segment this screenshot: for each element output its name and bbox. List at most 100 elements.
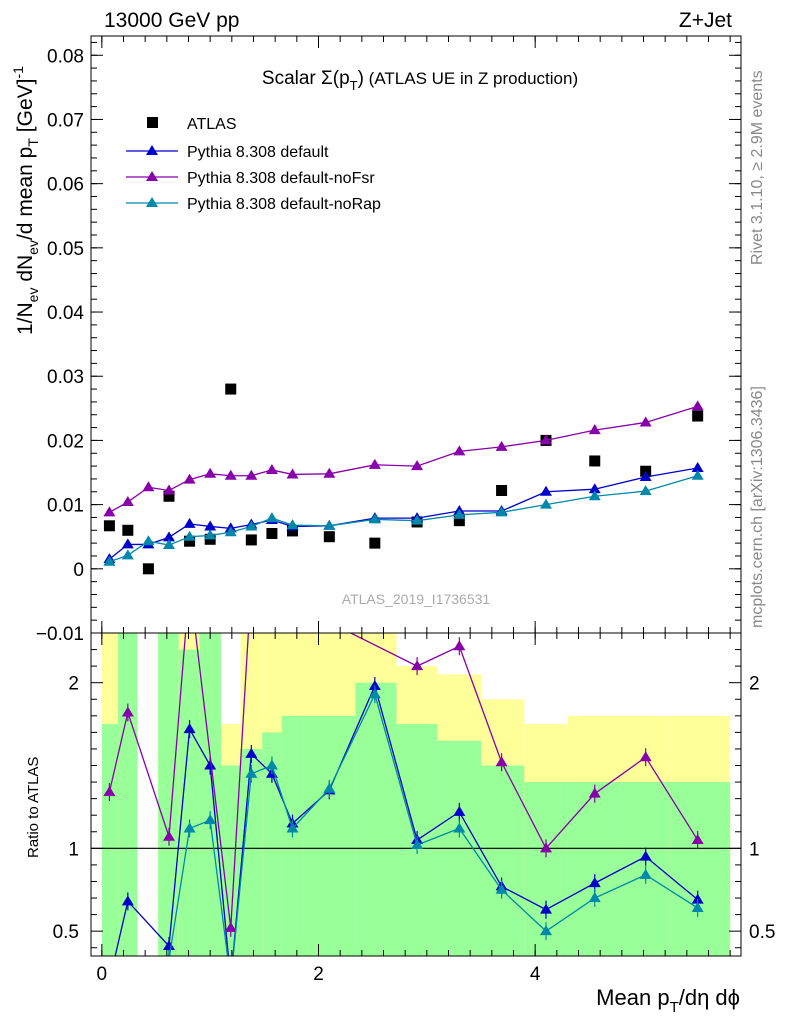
data-point-norap — [224, 526, 237, 537]
ratio-band-green — [670, 782, 731, 956]
data-point-norap — [588, 490, 601, 501]
ratio-band-green — [303, 715, 356, 956]
mcplots-reference-label: mcplots.cern.ch [arXiv:1306.3436] — [749, 386, 766, 628]
y-tick-label: 0.02 — [47, 431, 84, 452]
ratio-series-group — [91, 577, 741, 985]
y-tick-label: 0 — [73, 560, 84, 581]
data-point-nofsr — [163, 484, 175, 495]
ratio-y-tick-label: 1 — [68, 839, 79, 860]
legend-label-default: Pythia 8.308 default — [187, 144, 329, 161]
main-panel-content — [103, 383, 704, 575]
data-point-nofsr — [639, 416, 652, 427]
ratio-point-default — [368, 680, 381, 691]
data-point-atlas — [287, 525, 298, 537]
data-point-nofsr — [588, 424, 601, 435]
data-point-nofsr — [103, 506, 116, 517]
ratio-point-nofsr — [639, 751, 652, 762]
ratio-point-default — [163, 940, 175, 951]
data-point-nofsr — [121, 496, 134, 507]
ratio-point-norap — [639, 868, 652, 879]
ratio-point-nofsr — [588, 787, 601, 798]
ratio-line-norap — [168, 692, 699, 956]
data-point-default — [588, 483, 601, 494]
x-axis-label: Mean pT/dη dϕ — [596, 985, 740, 1016]
y-tick-label: 0.04 — [47, 303, 84, 324]
data-point-norap — [103, 555, 116, 566]
ratio-point-default — [453, 805, 466, 816]
ratio-band-green — [158, 633, 179, 956]
data-point-atlas — [369, 537, 381, 549]
ratio-panel-frame — [90, 632, 742, 957]
ratio-point-norap — [167, 953, 171, 956]
ratio-point-norap — [411, 839, 424, 850]
data-point-nofsr — [323, 467, 336, 478]
data-point-atlas — [453, 515, 465, 527]
data-point-norap — [495, 506, 508, 517]
ratio-point-nofsr — [121, 706, 134, 717]
data-point-default — [691, 462, 704, 473]
rivet-version-label: Rivet 3.1.10, ≥ 2.9M events — [749, 70, 766, 265]
ratio-point-norap — [691, 901, 704, 912]
ratio-point-default — [245, 747, 258, 758]
data-point-atlas — [323, 531, 335, 543]
data-point-nofsr — [286, 468, 299, 479]
legend-marker-norap — [146, 197, 158, 207]
data-point-norap — [368, 513, 381, 524]
data-point-norap — [163, 539, 175, 550]
data-point-atlas — [122, 524, 134, 536]
y-tick-label: −0.01 — [36, 624, 84, 645]
data-point-nofsr — [204, 467, 217, 478]
ratio-band-green — [101, 724, 119, 956]
ratio-point-nofsr — [495, 756, 508, 767]
data-point-nofsr — [183, 473, 196, 484]
header-left: 13000 GeV pp — [104, 9, 239, 32]
ratio-point-norap — [245, 767, 258, 778]
ratio-point-nofsr — [224, 921, 237, 932]
ratio-point-default — [183, 723, 196, 734]
data-point-atlas — [245, 534, 257, 546]
x-tick-label: 0 — [97, 964, 108, 985]
main-y-axis-label: 1/Nev dNev/d mean pT [GeV]-1 — [10, 66, 41, 335]
ratio-point-nofsr — [163, 830, 175, 841]
ratio-point-norap — [122, 975, 134, 985]
data-point-atlas — [184, 535, 196, 547]
ratio-y-tick-label: 2 — [68, 674, 79, 695]
ratio-band-green — [221, 765, 241, 956]
ratio-point-default — [225, 975, 237, 985]
data-point-atlas — [589, 455, 601, 467]
ratio-band-green — [262, 732, 282, 956]
ratio-y-tick-label-right: 2 — [749, 674, 760, 695]
series-line-default — [109, 467, 698, 560]
analysis-watermark: ATLAS_2019_I1736531 — [342, 591, 491, 607]
ratio-point-default — [588, 877, 601, 888]
data-point-atlas — [266, 528, 278, 539]
ratio-band-green — [118, 633, 138, 956]
legend-marker-atlas — [147, 117, 158, 128]
ratio-point-norap — [323, 782, 336, 793]
ratio-point-nofsr — [453, 640, 466, 651]
data-point-atlas — [163, 490, 175, 502]
y-tick-label: 0.05 — [47, 239, 84, 260]
ratio-panel-content — [91, 577, 741, 985]
ratio-band-green — [355, 682, 397, 956]
ratio-line-default — [114, 684, 699, 956]
data-point-atlas — [142, 563, 154, 575]
ratio-band-green — [567, 782, 622, 956]
ratio-point-norap — [286, 822, 299, 833]
ratio-point-nofsr — [184, 577, 196, 587]
ratio-point-norap — [368, 688, 381, 699]
data-point-norap — [411, 514, 424, 525]
ratio-point-default — [204, 759, 217, 770]
data-point-nofsr — [495, 440, 508, 451]
y-tick-label: 0.07 — [47, 110, 84, 131]
ratio-point-nofsr — [540, 842, 552, 853]
data-point-norap — [453, 508, 466, 519]
axes: −0.01 0 0.01 0.02 0.03 0.04 0.05 0.06 0.07 0.08 0.… — [36, 36, 775, 985]
main-title: Scalar Σ(pT) (ATLAS UE in Z production) — [262, 68, 578, 93]
ratio-point-nofsr — [245, 577, 257, 587]
data-point-default — [183, 517, 196, 528]
legend: ATLAS Pythia 8.308 default Pythia 8.308 … — [126, 116, 381, 213]
data-point-norap — [204, 529, 217, 540]
data-point-atlas — [496, 484, 508, 496]
